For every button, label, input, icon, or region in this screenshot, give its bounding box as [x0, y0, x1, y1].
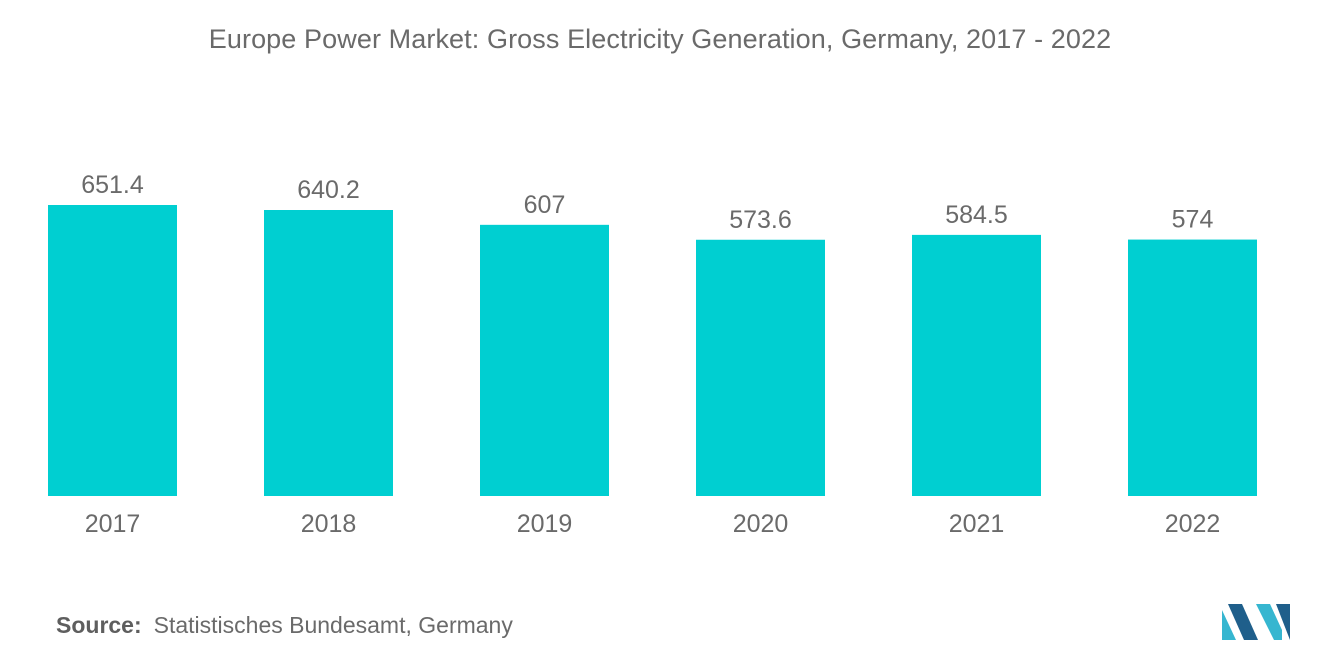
logo-shape-mid-left: [1228, 604, 1258, 640]
value-label-2017: 651.4: [81, 171, 144, 199]
source-text: Statistisches Bundesamt, Germany: [153, 612, 513, 638]
source-note: Source: Statistisches Bundesamt, Germany: [56, 612, 513, 639]
x-tick-label-2020: 2020: [733, 510, 789, 538]
value-label-2019: 607: [524, 191, 566, 219]
bar-2020: [696, 239, 825, 496]
bar-2022: [1128, 239, 1257, 496]
mordor-intelligence-logo-icon: [1222, 604, 1290, 640]
value-labels-group: 651.4 640.2 607 573.6 584.5 574: [81, 171, 1213, 234]
x-tick-label-2017: 2017: [85, 510, 141, 538]
bar-2018: [264, 210, 393, 497]
x-tick-label-2022: 2022: [1165, 510, 1221, 538]
chart-title: Europe Power Market: Gross Electricity G…: [208, 24, 1112, 54]
logo-shape-left: [1222, 610, 1236, 640]
bar-2021: [912, 234, 1041, 497]
value-label-2021: 584.5: [945, 201, 1008, 229]
category-labels-group: 2017 2018 2019 2020 2021 2022: [85, 510, 1221, 538]
logo-shape-right: [1276, 604, 1290, 640]
value-label-2022: 574: [1172, 206, 1214, 234]
bars-group: [48, 205, 1257, 497]
value-label-2018: 640.2: [297, 176, 360, 204]
bar-2017: [48, 205, 177, 496]
x-tick-label-2019: 2019: [517, 510, 573, 538]
bar-2019: [480, 224, 609, 496]
x-tick-label-2021: 2021: [949, 510, 1005, 538]
source-label: Source:: [56, 612, 142, 638]
x-tick-label-2018: 2018: [301, 510, 357, 538]
logo-shape-mid-right: [1256, 604, 1282, 640]
value-label-2020: 573.6: [729, 206, 792, 234]
